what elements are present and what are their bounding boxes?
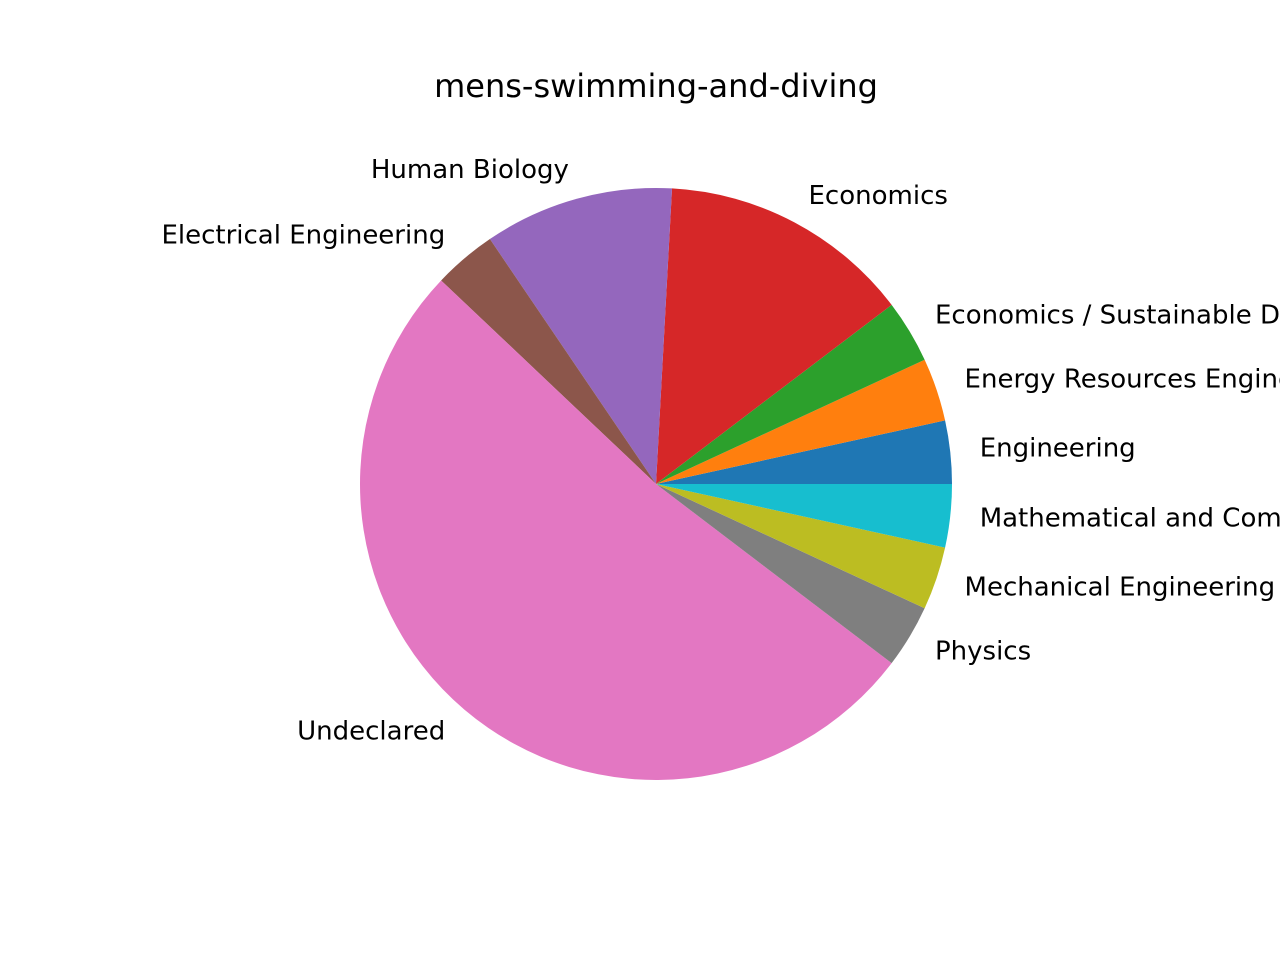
slice-label-energy-resources-engineering: Energy Resources Engineering (965, 365, 1280, 395)
pie-slice-economics-sustainable-development (656, 304, 925, 484)
pie-slice-engineering (656, 420, 952, 484)
pie-labels: Engineering Energy Resources Engineering E… (161, 155, 1280, 747)
slice-label-undeclared: Undeclared (297, 717, 445, 747)
pie-slice-economics (656, 188, 892, 484)
slice-label-mathematical-and-computational-science: Mathematical and Computational Science (980, 504, 1280, 534)
pie-slice-mechanical-engineering (656, 484, 946, 609)
slice-label-engineering: Engineering (980, 433, 1136, 463)
slice-label-human-biology: Human Biology (371, 155, 569, 185)
slice-label-economics-sustainable-development: Economics / Sustainable Development (935, 301, 1280, 331)
pie-slice-physics (656, 484, 925, 664)
slice-label-electrical-engineering: Electrical Engineering (161, 220, 445, 250)
pie-slice-electrical-engineering (441, 239, 656, 484)
slice-label-mechanical-engineering: Mechanical Engineering (965, 572, 1276, 602)
pie-slice-human-biology (489, 188, 673, 485)
chart-title: mens-swimming-and-diving (434, 67, 878, 105)
pie-slices (360, 188, 952, 780)
slice-label-economics: Economics (809, 181, 948, 211)
slice-label-physics: Physics (935, 636, 1031, 666)
pie-slice-undeclared (360, 280, 892, 780)
pie-slice-mathematical-and-computational-science (656, 484, 952, 548)
pie-slice-energy-resources-engineering (656, 359, 946, 484)
